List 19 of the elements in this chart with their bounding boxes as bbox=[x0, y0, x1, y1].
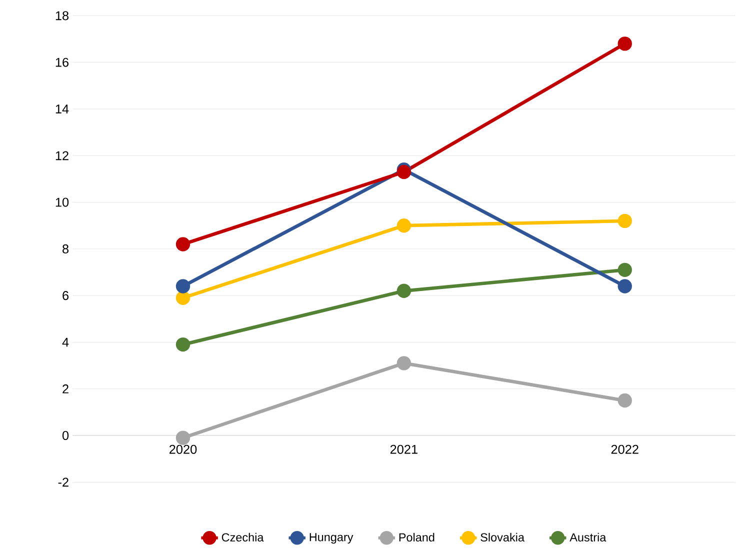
legend-label: Czechia bbox=[222, 533, 264, 542]
legend-label: Slovakia bbox=[480, 533, 524, 542]
y-tick-label: 18 bbox=[56, 11, 69, 20]
y-tick-label: 8 bbox=[62, 244, 69, 254]
y-tick-label: 12 bbox=[56, 151, 68, 160]
y-tick-label: 0 bbox=[62, 431, 69, 440]
y-tick-label: 2 bbox=[62, 384, 68, 394]
y-tick-label: 16 bbox=[56, 58, 69, 67]
legend-label: Austria bbox=[570, 533, 606, 542]
legend-label: Poland bbox=[399, 533, 434, 542]
y-tick-label: 10 bbox=[56, 198, 69, 207]
legend-label: Hungary bbox=[310, 533, 354, 544]
x-tick-label: 2020 bbox=[169, 444, 197, 454]
y-tick-label: 6 bbox=[62, 291, 69, 300]
y-tick-label: 14 bbox=[56, 104, 69, 114]
y-tick-label: 4 bbox=[62, 338, 69, 347]
y-tick-label: -2 bbox=[58, 478, 68, 487]
x-tick-label: 2022 bbox=[611, 444, 638, 454]
x-tick-label: 2021 bbox=[390, 444, 418, 454]
